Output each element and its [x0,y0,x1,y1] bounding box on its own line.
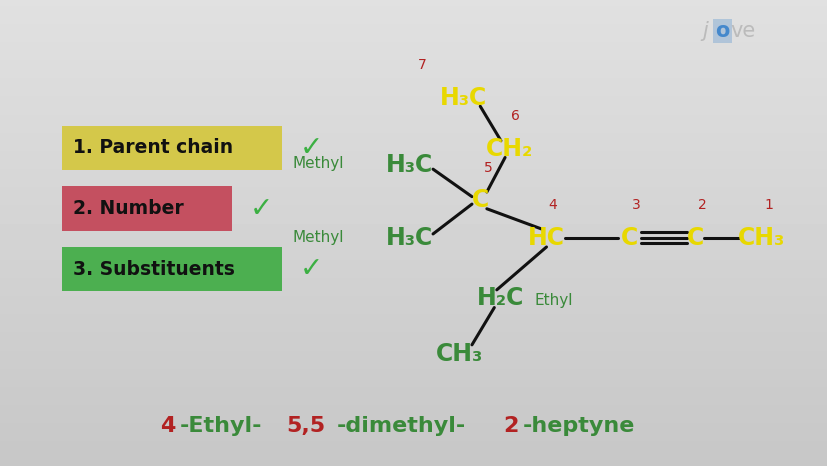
Text: ✓: ✓ [299,134,323,162]
Text: 2: 2 [697,198,705,212]
Text: 1. Parent chain: 1. Parent chain [73,138,232,158]
FancyBboxPatch shape [62,247,281,291]
Text: CH₃: CH₃ [435,342,483,366]
FancyBboxPatch shape [62,126,281,170]
Text: Methyl: Methyl [292,156,343,171]
Text: H₃C: H₃C [439,86,487,110]
Text: 5: 5 [484,161,492,175]
Text: H₃C: H₃C [385,226,433,250]
FancyBboxPatch shape [62,186,232,231]
Text: 6: 6 [511,110,519,123]
Text: 3. Substituents: 3. Substituents [73,260,235,279]
Text: Methyl: Methyl [292,230,343,245]
Text: 3: 3 [631,198,639,212]
Text: 2. Number: 2. Number [73,199,184,218]
Text: 4: 4 [548,198,557,212]
Text: j: j [701,21,707,41]
Text: H₃C: H₃C [385,153,433,178]
Text: -Ethyl-: -Ethyl- [179,417,262,436]
Text: C: C [620,226,637,250]
Text: 1: 1 [763,198,772,212]
Text: H₂C: H₂C [476,286,524,310]
Text: -heptyne: -heptyne [523,417,635,436]
Text: ve: ve [729,21,754,41]
Text: ✓: ✓ [299,255,323,283]
Text: 5,5: 5,5 [286,417,325,436]
Text: o: o [715,21,729,41]
Text: CH₃: CH₃ [737,226,785,250]
Text: HC: HC [528,226,564,250]
Text: CH₂: CH₂ [485,137,533,161]
Text: 4: 4 [160,417,175,436]
Text: Ethyl: Ethyl [533,293,571,308]
Text: C: C [471,188,488,212]
Text: ✓: ✓ [250,194,273,223]
Text: 7: 7 [418,58,426,72]
Text: -dimethyl-: -dimethyl- [336,417,466,436]
Text: 2: 2 [503,417,518,436]
Text: C: C [686,226,703,250]
